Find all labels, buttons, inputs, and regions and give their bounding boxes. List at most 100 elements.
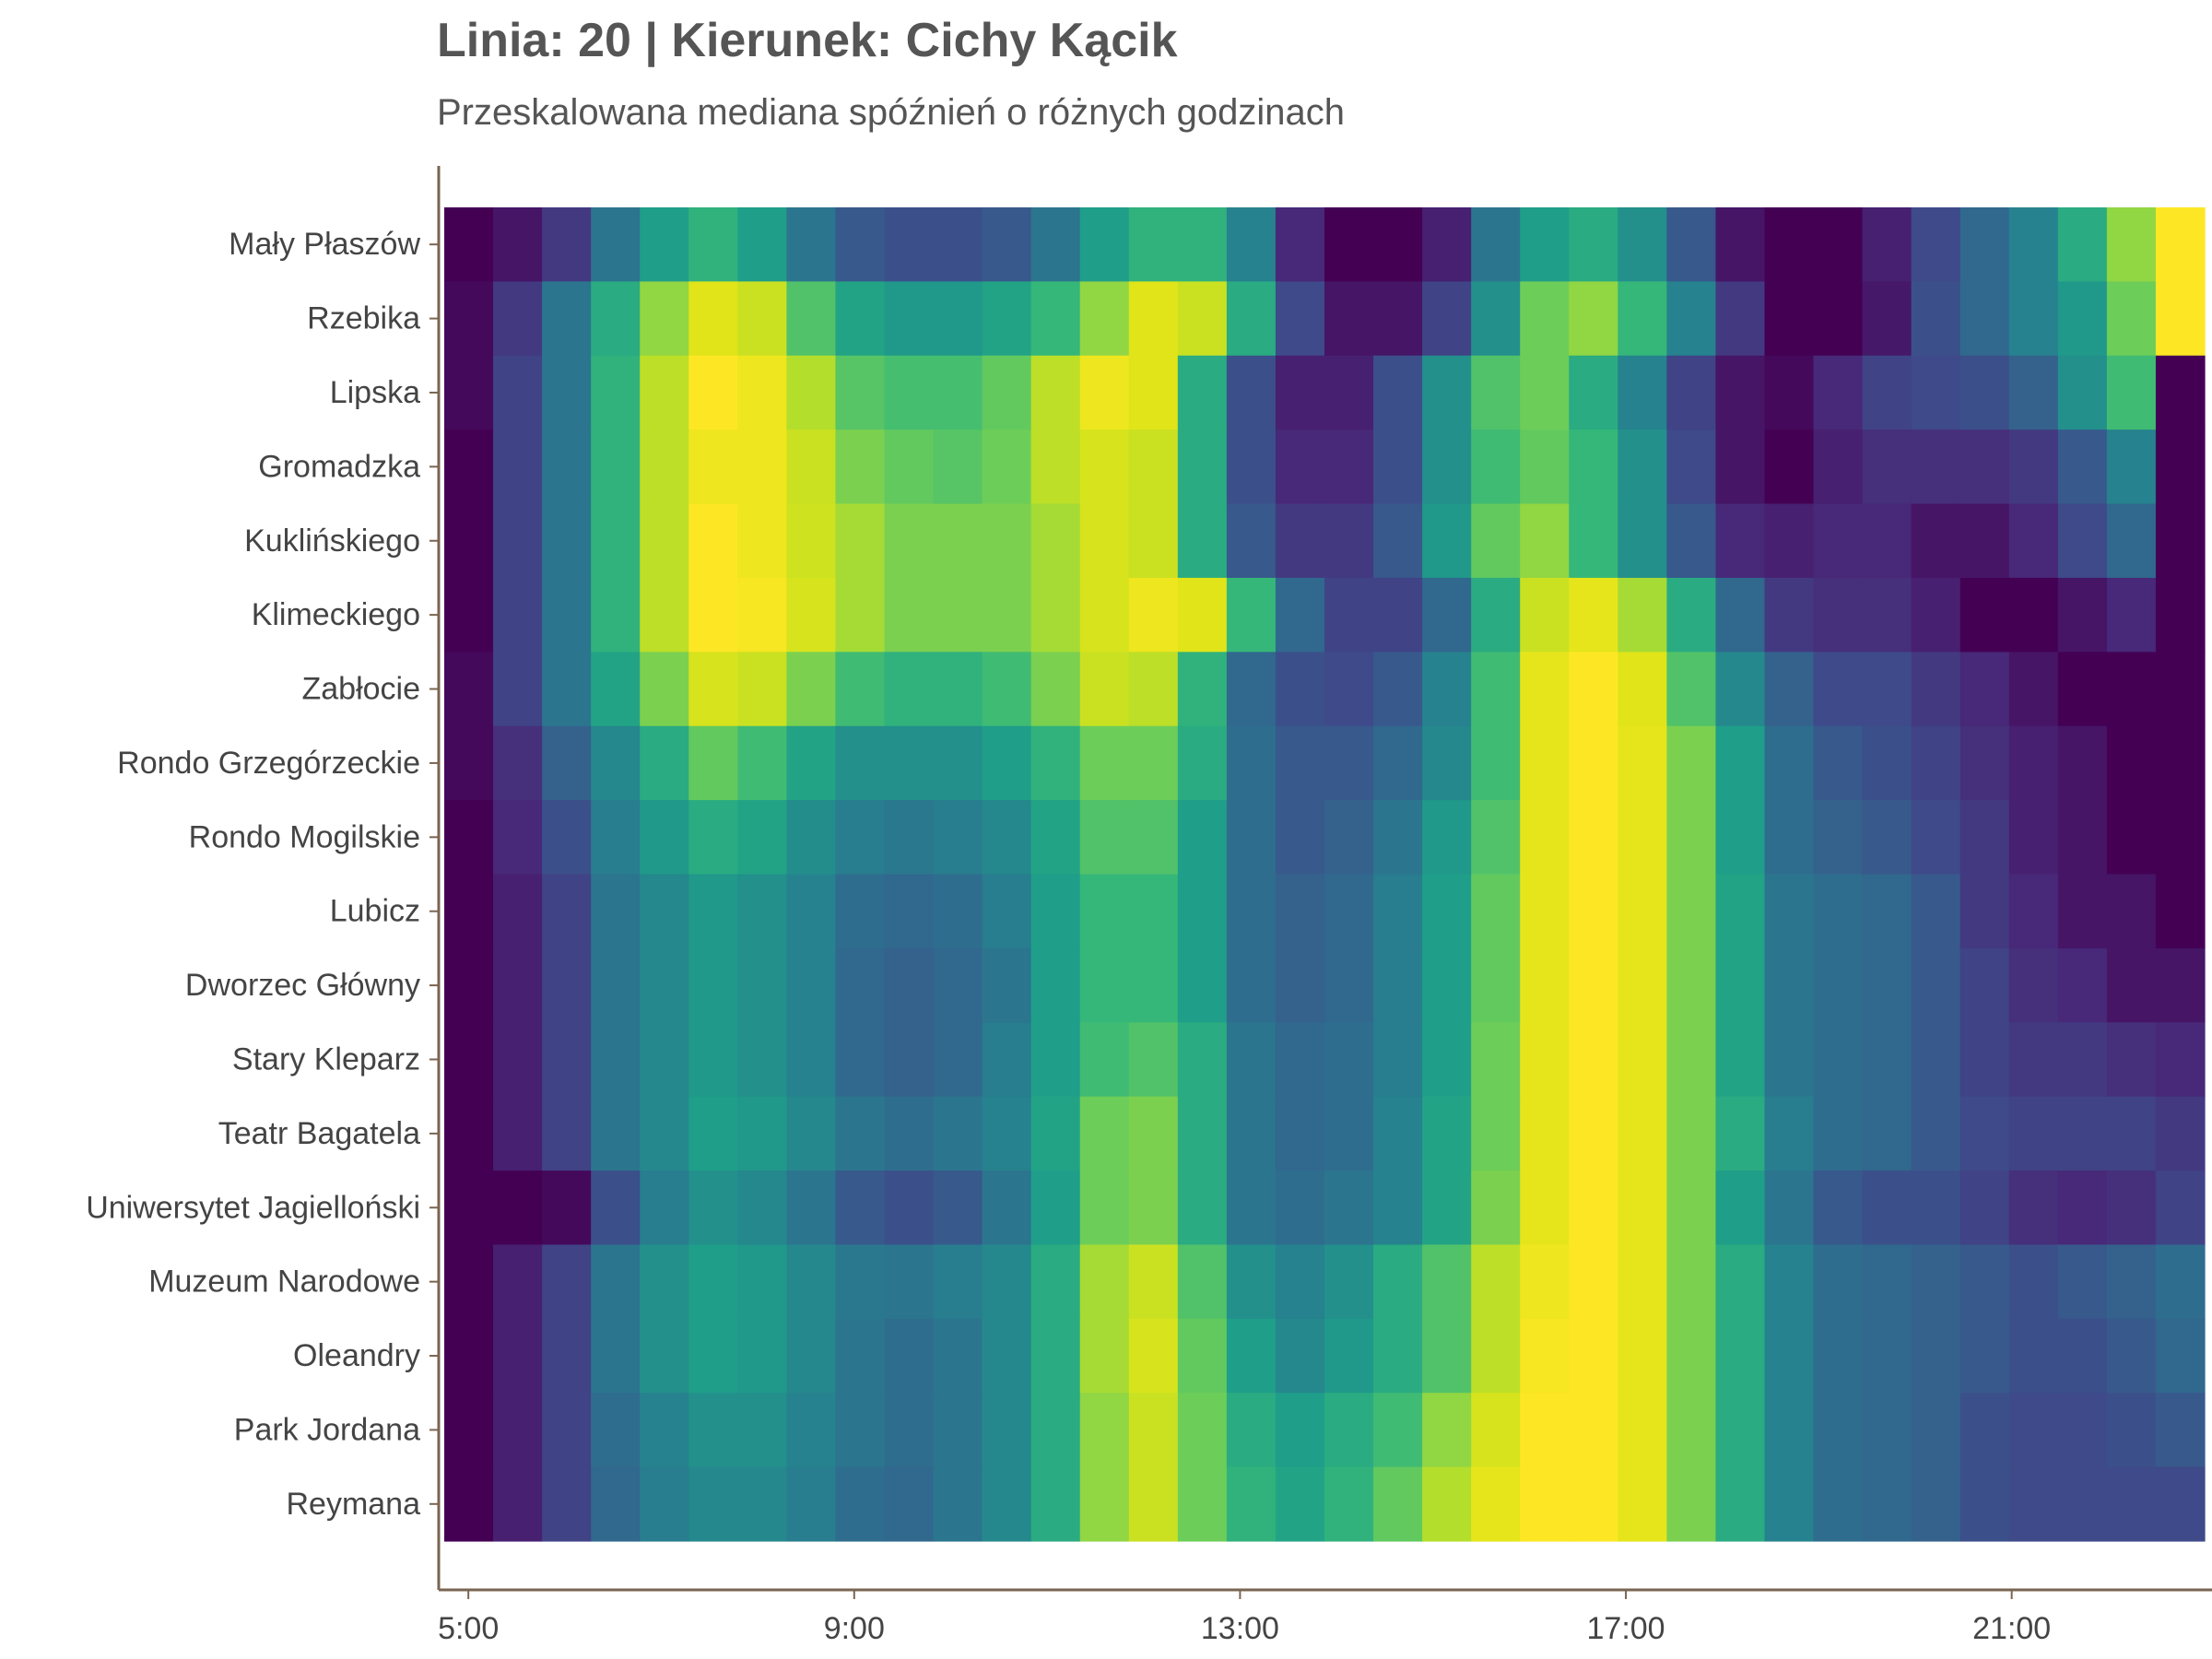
heatmap-cell [1666,355,1717,430]
heatmap-cell [2155,429,2206,505]
heatmap-cell [737,1466,787,1542]
heatmap-cell [1813,725,1864,801]
heatmap-cell [737,1171,787,1246]
heatmap-cell [1666,800,1717,876]
heatmap-cell [444,281,494,357]
heatmap-cell [2057,1171,2108,1246]
heatmap-cell [1275,947,1325,1023]
y-tick-label: Oleandry [293,1338,420,1373]
heatmap-cell [933,1318,983,1394]
heatmap-cell [1911,947,1961,1023]
heatmap-cell [688,874,738,949]
heatmap-cell [884,1466,935,1542]
heatmap-cell [1520,1022,1570,1098]
heatmap-cell [1911,503,1961,579]
heatmap-cell [737,429,787,505]
heatmap-cell [1177,207,1228,282]
heatmap-cell [1569,281,1618,357]
heatmap-cell [982,429,1032,505]
heatmap-cell [1911,1171,1961,1246]
heatmap-cell [444,652,494,727]
heatmap-cell [1079,1171,1130,1246]
heatmap-cell [982,874,1032,949]
heatmap-cell [1520,1244,1570,1320]
heatmap-cell [1813,1096,1864,1171]
heatmap-cell [786,652,837,727]
heatmap-cell [542,947,592,1023]
heatmap-cell [1715,1022,1766,1098]
heatmap-cell [982,577,1032,653]
heatmap-cell [835,1318,886,1394]
heatmap-cell [493,503,543,579]
heatmap-cell [1813,355,1864,430]
heatmap-cell [1324,1466,1374,1542]
heatmap-cell [1520,355,1570,430]
heatmap-cell [1373,429,1423,505]
heatmap-cell [1911,1318,1961,1394]
heatmap-cell [444,1466,494,1542]
heatmap-cell [1666,1318,1717,1394]
heatmap-cell [1177,652,1228,727]
heatmap-cell [2106,1318,2157,1394]
heatmap-cell [1569,429,1618,505]
heatmap-cell [1715,1244,1766,1320]
heatmap-cell [1422,1318,1472,1394]
heatmap-cell [640,652,689,727]
heatmap-cell [1422,1096,1472,1171]
heatmap-cell [1128,429,1179,505]
heatmap-cell [2155,207,2206,282]
heatmap-cell [1764,1318,1815,1394]
heatmap-cell [444,429,494,505]
heatmap-cell [1079,577,1130,653]
heatmap-cell [786,1171,837,1246]
heatmap-cell [737,1393,787,1468]
heatmap-cell [786,725,837,801]
heatmap-cell [1764,1466,1815,1542]
heatmap-cell [1618,429,1667,505]
heatmap-cell [493,947,543,1023]
heatmap-cell [1030,355,1081,430]
heatmap-cell [640,1171,689,1246]
heatmap-cell [688,725,738,801]
heatmap-cell [1030,577,1081,653]
heatmap-cell [542,1318,592,1394]
heatmap-cell [1520,429,1570,505]
heatmap-cell [1813,800,1864,876]
heatmap-cell [933,1244,983,1320]
heatmap-cell [444,355,494,430]
heatmap-cell [1030,1318,1081,1394]
heatmap-cell [1618,1393,1667,1468]
heatmap-cell [982,947,1032,1023]
heatmap-cell [493,1318,543,1394]
heatmap-cell [1226,1318,1277,1394]
heatmap-cell [884,1244,935,1320]
heatmap-cell [1226,1022,1277,1098]
heatmap-cell [1177,800,1228,876]
heatmap-cell [2155,1466,2206,1542]
heatmap-cell [1618,1466,1667,1542]
heatmap-cell [933,503,983,579]
heatmap-cell [640,1022,689,1098]
heatmap-cell [444,1393,494,1468]
heatmap-cell [1618,281,1667,357]
heatmap-cell [2106,800,2157,876]
heatmap-cell [1226,503,1277,579]
heatmap-cell [786,1466,837,1542]
heatmap-cell [542,1022,592,1098]
heatmap-cell [1911,355,1961,430]
heatmap-cell [1569,800,1618,876]
heatmap-cell [2106,1393,2157,1468]
heatmap-cell [1862,800,1912,876]
heatmap-cell [1862,577,1912,653]
heatmap-cell [1177,1466,1228,1542]
heatmap-cell [1813,874,1864,949]
heatmap-cell [1959,1393,2010,1468]
heatmap-cell [1862,1096,1912,1171]
heatmap-cell [1226,1466,1277,1542]
heatmap-cell [1862,725,1912,801]
heatmap-cell [1373,1022,1423,1098]
heatmap-cell [1959,281,2010,357]
y-tick-label: Kuklińskiego [244,524,420,559]
heatmap-cell [493,725,543,801]
